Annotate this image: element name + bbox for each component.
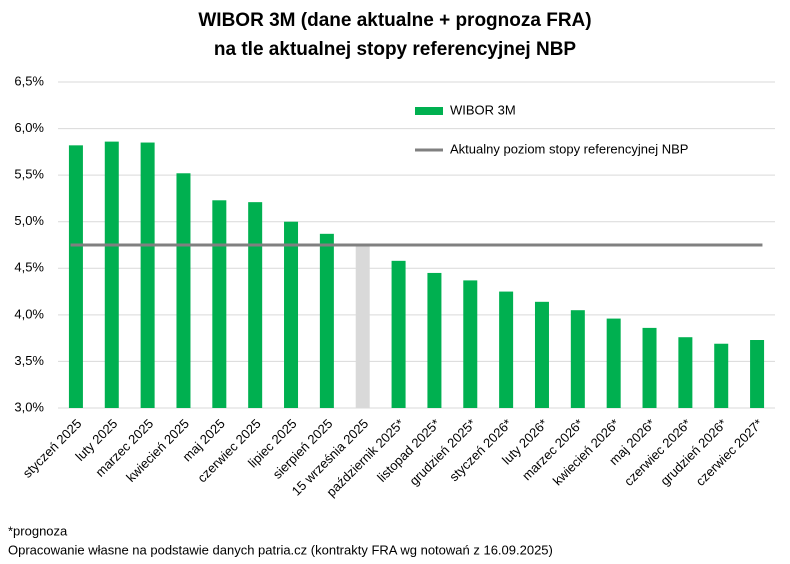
bar — [355, 245, 370, 408]
bar — [499, 291, 514, 408]
bar — [140, 142, 155, 409]
bar — [391, 260, 406, 408]
bar — [176, 173, 191, 408]
x-tick-label: styczeń 2025 — [20, 416, 85, 481]
bar — [319, 233, 334, 408]
y-tick-label: 3,0% — [14, 399, 44, 414]
bar — [104, 141, 119, 408]
bar — [212, 200, 227, 408]
y-tick-label: 5,5% — [14, 167, 44, 182]
bar — [68, 145, 83, 408]
bar — [714, 343, 729, 408]
y-tick-label: 6,0% — [14, 120, 44, 135]
bar — [570, 310, 585, 408]
bar — [427, 272, 442, 408]
y-tick-label: 6,5% — [14, 73, 44, 88]
legend-label: Aktualny poziom stopy referencyjnej NBP — [450, 141, 688, 156]
bar — [750, 340, 765, 408]
bar — [606, 318, 621, 408]
footnote: *prognoza — [8, 523, 68, 538]
legend-swatch — [415, 107, 443, 115]
y-tick-label: 5,0% — [14, 213, 44, 228]
footnote: Opracowanie własne na podstawie danych p… — [8, 542, 553, 557]
y-tick-label: 4,0% — [14, 306, 44, 321]
y-tick-label: 4,5% — [14, 260, 44, 275]
chart-title: na tle aktualnej stopy referencyjnej NBP — [214, 39, 577, 60]
bar — [678, 337, 693, 408]
bar — [284, 221, 299, 408]
bar — [534, 301, 549, 408]
bar — [463, 280, 478, 408]
legend-label: WIBOR 3M — [450, 102, 516, 117]
bar — [248, 202, 263, 408]
y-tick-label: 3,5% — [14, 353, 44, 368]
chart-title: WIBOR 3M (dane aktualne + prognoza FRA) — [198, 10, 591, 31]
bar — [642, 327, 657, 408]
